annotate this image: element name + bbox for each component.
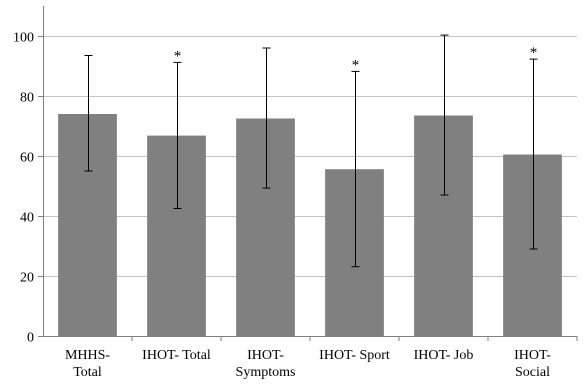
- y-tick-label: 100: [13, 31, 34, 46]
- x-tick-label: IHOT-: [514, 348, 551, 363]
- bar: [58, 114, 117, 336]
- error-bars: [84, 34, 538, 268]
- y-tick-label: 60: [20, 151, 34, 166]
- x-tick-label: IHOT- Job: [414, 348, 474, 363]
- labels: 0 20 40 60 80 100 MHHS- Total * IHOT- Total IHOT- S…: [13, 31, 551, 381]
- x-tick-label: Social: [515, 365, 550, 380]
- y-tick-label: 0: [27, 331, 34, 346]
- x-tick-label: IHOT-: [247, 348, 284, 363]
- x-tick-label: Total: [73, 365, 102, 380]
- significance-marker: *: [174, 48, 182, 64]
- x-tick-label: IHOT- Total: [142, 348, 211, 363]
- axes: [38, 6, 578, 341]
- x-tick-label: IHOT- Sport: [319, 348, 390, 363]
- bars: [58, 114, 562, 336]
- y-tick-label: 20: [20, 271, 34, 286]
- x-tick-label: MHHS-: [65, 348, 110, 363]
- significance-marker: *: [352, 57, 360, 73]
- bar: [147, 135, 206, 336]
- gridlines: [43, 36, 577, 277]
- y-tick-label: 40: [20, 211, 34, 226]
- bar: [503, 154, 562, 336]
- x-tick-label: Symptoms: [236, 365, 296, 380]
- bar: [236, 118, 295, 336]
- bar: [414, 115, 473, 336]
- bar: [325, 169, 384, 336]
- significance-marker: *: [530, 45, 538, 61]
- y-tick-label: 80: [20, 91, 34, 106]
